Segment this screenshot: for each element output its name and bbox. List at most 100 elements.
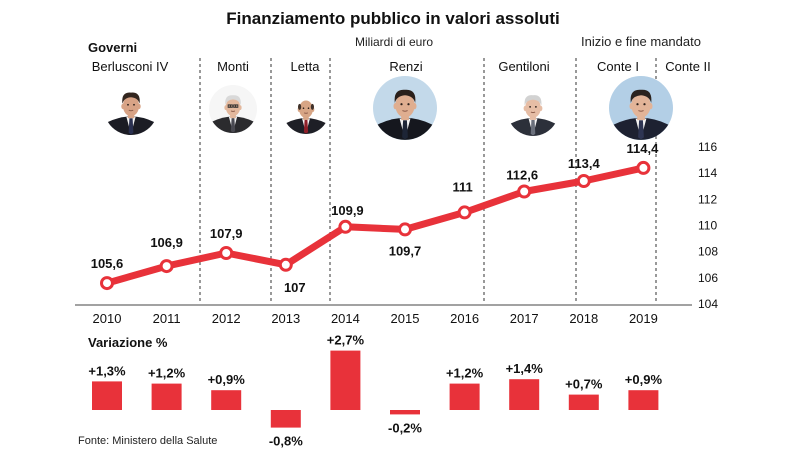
government-name-renzi: Renzi — [389, 59, 422, 74]
variation-label-2019: +0,9% — [625, 372, 663, 387]
data-point-2014 — [338, 219, 353, 234]
portrait-tie — [530, 119, 536, 136]
year-label-2017: 2017 — [510, 311, 539, 326]
funding-line — [103, 164, 647, 287]
value-label-2018: 113,4 — [568, 156, 601, 171]
portrait-eye — [407, 103, 410, 106]
variation-bar-2014 — [330, 350, 361, 410]
government-name-berlusconi-iv: Berlusconi IV — [92, 59, 169, 74]
portrait-hair — [298, 103, 302, 110]
government-name-conte-ii: Conte II — [665, 59, 711, 74]
variation-label-2016: +1,2% — [446, 366, 484, 381]
portrait-conte-i — [609, 76, 673, 140]
unit-label: Miliardi di euro — [355, 35, 433, 49]
data-point-2019 — [636, 160, 651, 175]
government-portraits — [104, 76, 673, 140]
portrait-mouth — [402, 110, 408, 112]
data-point-2018 — [576, 174, 591, 188]
year-label-2014: 2014 — [331, 311, 360, 326]
value-label-2011: 106,9 — [150, 235, 183, 250]
data-point-2015 — [398, 222, 412, 237]
variation-bar-2019 — [628, 390, 659, 410]
y-tick-label: 108 — [698, 245, 718, 259]
x-axis-year-labels: 2010 2011 2012 2013 2014 2015 2016 2017 2018 2019 — [93, 311, 658, 326]
portrait-berlusconi-iv — [104, 81, 158, 136]
portrait-mouth — [128, 109, 134, 112]
government-name-letta: Letta — [291, 59, 321, 74]
variation-bar-2013 — [270, 410, 301, 428]
year-label-2015: 2015 — [391, 311, 420, 326]
portrait-face — [395, 93, 415, 118]
value-label-2017: 112,6 — [506, 168, 538, 183]
value-label-2012: 107,9 — [210, 226, 243, 241]
y-axis-ticks: 104 106 108 110 112 114 116 — [698, 140, 718, 311]
government-name-monti: Monti — [217, 59, 249, 74]
portrait-face — [299, 100, 313, 118]
y-tick-label: 112 — [698, 192, 717, 206]
variation-bar-2016 — [449, 383, 480, 410]
variation-label-2011: +1,2% — [148, 366, 186, 381]
variation-bar-2010 — [92, 381, 122, 410]
portrait-hair — [225, 95, 241, 106]
portrait-eye — [643, 103, 646, 106]
portrait-mouth — [638, 110, 644, 112]
portrait-eye — [400, 103, 403, 106]
portrait-tie — [402, 120, 408, 140]
y-tick-label: 116 — [698, 140, 717, 154]
variation-bar-2012 — [211, 390, 242, 410]
data-point-2011 — [159, 259, 174, 274]
portrait-letta — [283, 88, 329, 134]
portrait-gentiloni — [507, 84, 559, 136]
year-label-2010: 2010 — [93, 311, 122, 326]
portrait-eye — [133, 103, 135, 106]
year-label-2011: 2011 — [153, 311, 181, 326]
y-tick-label: 106 — [698, 271, 718, 285]
variation-label-2018: +0,7% — [565, 377, 603, 392]
variation-bar-2015 — [390, 410, 420, 415]
portrait-eye — [529, 106, 531, 108]
variation-label-2014: +2,7% — [327, 333, 365, 348]
year-label-2012: 2012 — [212, 311, 241, 326]
portrait-glasses — [233, 104, 239, 108]
government-name-gentiloni: Gentiloni — [498, 59, 549, 74]
portrait-glasses — [227, 104, 233, 108]
source-note: Fonte: Ministero della Salute — [78, 435, 217, 447]
portrait-eye — [307, 107, 310, 109]
government-name-conte-i: Conte I — [597, 59, 639, 74]
value-label-2014: 109,9 — [331, 203, 364, 218]
year-label-2016: 2016 — [450, 311, 479, 326]
portrait-face — [225, 98, 241, 117]
variation-bar-2011 — [151, 383, 182, 410]
variation-bar-series: +1,3% +1,2% +0,9% -0,8% +2,7% -0,2% +1,2% +1,4%… — [88, 333, 662, 449]
y-tick-label: 114 — [698, 166, 717, 180]
value-label-2016: 111 — [452, 179, 472, 194]
portrait-eye — [535, 106, 537, 108]
portrait-eye — [229, 105, 232, 107]
portrait-tie — [638, 120, 644, 140]
data-point-2012 — [219, 246, 234, 260]
value-label-2010: 105,6 — [91, 256, 124, 271]
data-point-2016 — [457, 205, 472, 220]
portrait-face — [631, 93, 651, 118]
portrait-face — [122, 95, 140, 117]
portrait-eye — [127, 103, 129, 106]
year-label-2018: 2018 — [569, 311, 598, 326]
portrait-eye — [302, 107, 305, 109]
portrait-tie — [128, 118, 134, 135]
portrait-monti — [209, 85, 257, 134]
variation-chart-title: Variazione % — [88, 335, 168, 350]
data-point-2017 — [517, 184, 532, 199]
governments-heading: Governi — [88, 40, 137, 55]
funding-line-series: 105,6 106,9 107,9 107 109,9 109,7 111 112,6 113,… — [91, 141, 659, 295]
value-label-2019: 114,4 — [626, 141, 659, 156]
portrait-mouth — [303, 112, 309, 114]
variation-bar-2017 — [509, 379, 540, 410]
portrait-eye — [636, 103, 639, 106]
portrait-hair — [310, 103, 314, 110]
y-tick-label: 110 — [698, 219, 717, 233]
portrait-tie — [303, 119, 309, 134]
value-label-2015: 109,7 — [389, 243, 422, 258]
variation-label-2012: +0,9% — [208, 372, 246, 387]
value-label-2013: 107 — [284, 280, 306, 295]
variation-label-2017: +1,4% — [506, 361, 544, 376]
